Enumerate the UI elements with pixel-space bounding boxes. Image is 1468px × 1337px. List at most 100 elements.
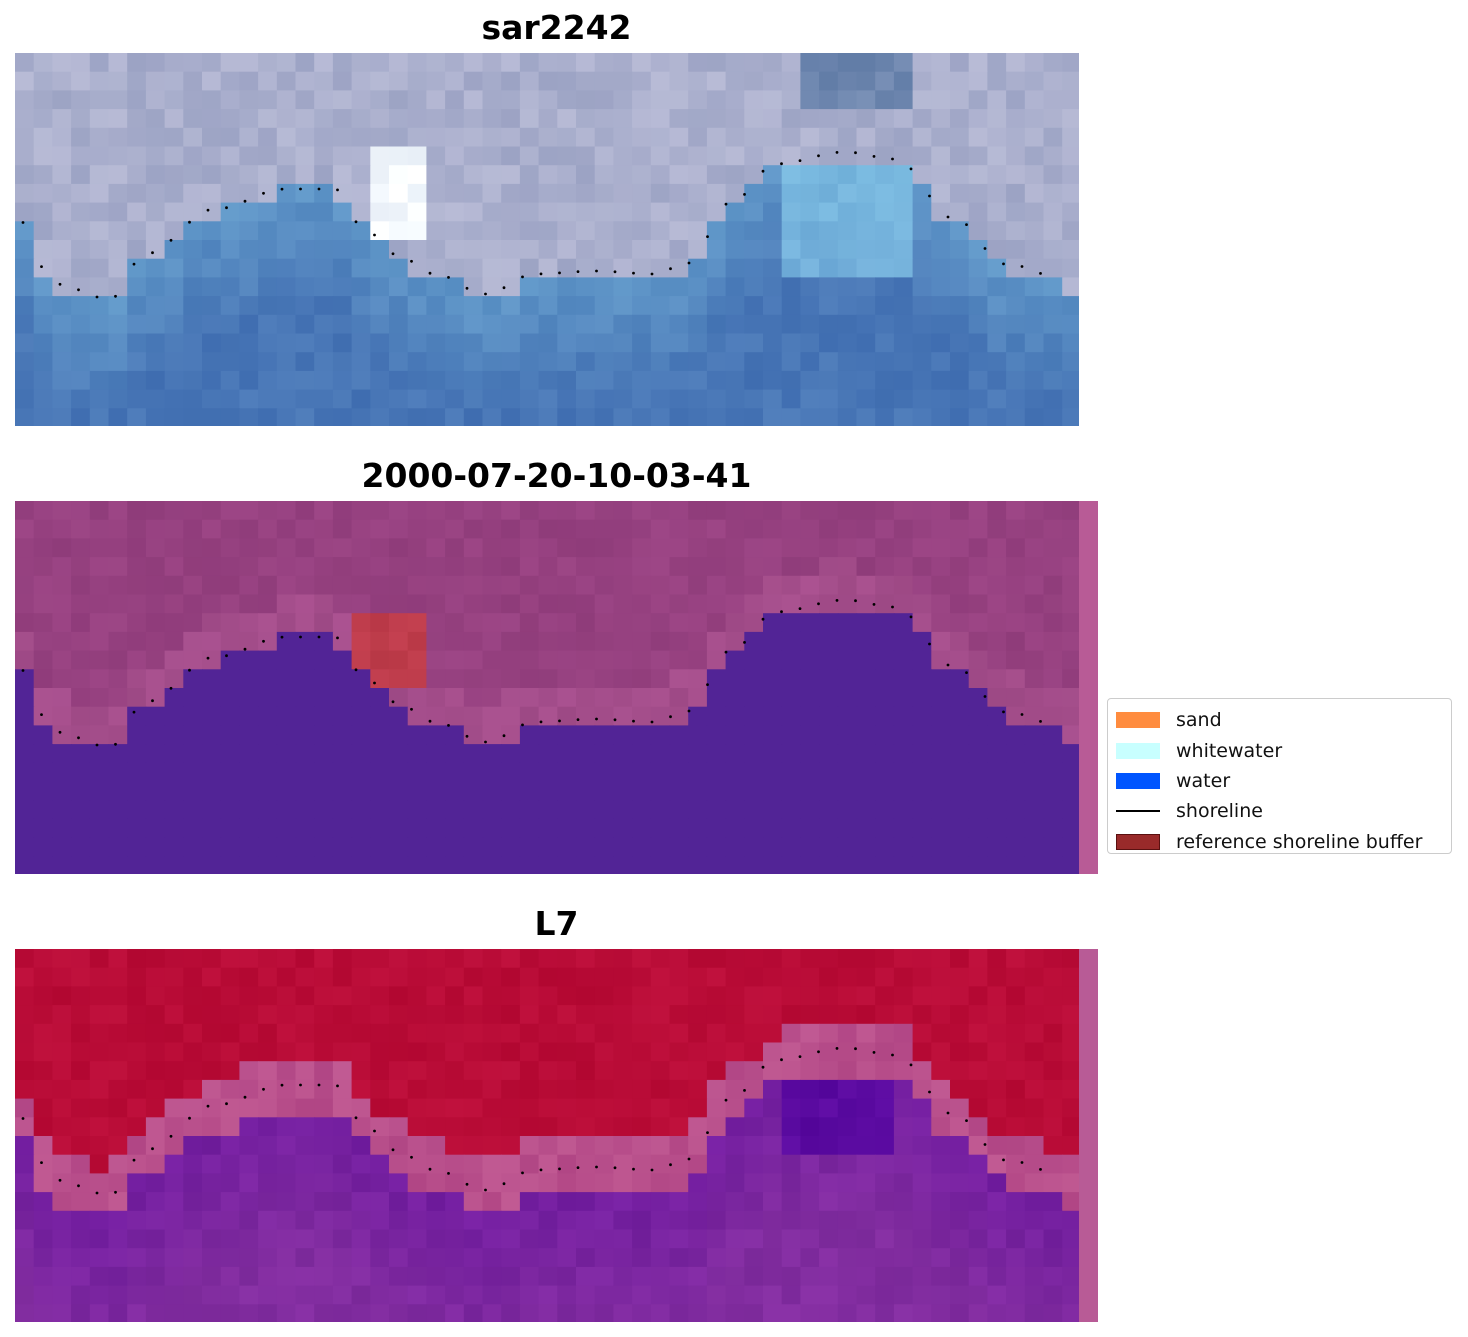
image-pixel <box>389 183 409 204</box>
image-pixel <box>220 221 240 241</box>
image-pixel <box>744 818 764 839</box>
image-pixel <box>912 818 932 839</box>
image-pixel <box>108 408 128 426</box>
image-pixel <box>258 575 278 596</box>
image-pixel <box>71 1285 91 1305</box>
image-pixel <box>52 1042 72 1062</box>
image-pixel <box>594 575 614 596</box>
image-pixel <box>15 1079 35 1100</box>
image-pixel <box>183 370 203 391</box>
image-pixel <box>912 856 932 874</box>
image-pixel <box>781 669 801 689</box>
image-pixel <box>519 408 540 426</box>
image-pixel <box>71 71 91 91</box>
image-pixel <box>258 856 278 874</box>
image-pixel <box>557 818 577 839</box>
image-pixel <box>145 800 166 820</box>
image-pixel <box>89 1248 110 1268</box>
image-pixel <box>351 277 371 297</box>
image-pixel <box>931 800 951 820</box>
image-pixel <box>202 837 222 857</box>
image-pixel <box>725 631 745 652</box>
image-pixel <box>576 800 596 820</box>
image-pixel <box>987 1005 1007 1025</box>
image-pixel <box>351 53 371 73</box>
shoreline-point <box>465 734 469 738</box>
shoreline-point <box>280 635 284 639</box>
image-pixel <box>276 1023 297 1044</box>
image-pixel <box>108 762 128 783</box>
image-pixel <box>669 370 689 391</box>
image-pixel <box>744 1285 764 1305</box>
image-pixel <box>220 109 240 129</box>
image-pixel <box>987 1023 1007 1044</box>
image-pixel <box>594 1098 614 1118</box>
image-pixel <box>950 613 970 633</box>
image-pixel <box>1006 1192 1026 1212</box>
image-pixel <box>557 949 577 969</box>
image-pixel <box>538 127 558 148</box>
image-pixel <box>127 1005 147 1025</box>
image-pixel <box>52 613 72 633</box>
image-pixel <box>145 1154 166 1174</box>
image-pixel <box>258 744 278 764</box>
image-pixel <box>950 389 970 409</box>
image-pixel <box>968 1210 988 1231</box>
image-pixel <box>576 1285 596 1305</box>
image-pixel <box>594 1229 614 1249</box>
image-pixel <box>482 296 502 316</box>
image-pixel <box>650 949 671 969</box>
image-pixel <box>519 277 540 297</box>
image-pixel <box>276 1304 297 1322</box>
image-pixel <box>931 389 951 409</box>
image-pixel <box>819 127 839 148</box>
image-pixel <box>968 762 988 783</box>
image-pixel <box>987 1266 1007 1287</box>
image-pixel <box>52 352 72 372</box>
image-pixel <box>183 1042 203 1062</box>
shoreline-point <box>169 1134 173 1138</box>
image-pixel <box>183 1154 203 1174</box>
image-pixel <box>258 949 278 969</box>
image-pixel <box>52 1098 72 1118</box>
image-pixel <box>1024 1117 1045 1137</box>
image-pixel <box>912 314 932 335</box>
image-pixel <box>127 1210 147 1231</box>
image-pixel <box>538 352 558 372</box>
image-pixel <box>314 240 334 260</box>
image-pixel <box>389 1266 409 1287</box>
image-pixel <box>239 370 259 391</box>
image-pixel <box>576 706 596 726</box>
image-pixel <box>576 557 596 577</box>
image-pixel <box>1006 1005 1026 1025</box>
image-pixel <box>351 538 371 558</box>
image-pixel <box>688 333 708 353</box>
image-pixel <box>912 370 932 391</box>
image-pixel <box>426 183 446 204</box>
image-pixel <box>501 725 521 745</box>
image-pixel <box>632 1117 652 1137</box>
image-pixel <box>183 1266 203 1287</box>
image-pixel <box>258 669 278 689</box>
image-pixel <box>389 352 409 372</box>
image-pixel <box>482 688 502 708</box>
image-pixel <box>501 594 521 614</box>
image-pixel <box>1043 1136 1063 1156</box>
image-pixel <box>987 127 1007 148</box>
image-pixel <box>314 1098 334 1118</box>
image-pixel <box>220 650 240 670</box>
image-pixel <box>220 183 240 204</box>
shoreline-point <box>761 1065 765 1069</box>
image-pixel <box>800 650 820 670</box>
image-pixel <box>1006 986 1026 1006</box>
image-pixel <box>1024 370 1045 391</box>
image-pixel <box>332 1192 353 1212</box>
image-pixel <box>594 53 614 73</box>
image-pixel <box>445 1023 465 1044</box>
image-pixel <box>15 314 35 335</box>
image-pixel <box>950 1154 970 1174</box>
image-pixel <box>426 127 446 148</box>
image-pixel <box>71 1192 91 1212</box>
image-pixel <box>893 202 914 222</box>
image-pixel <box>594 370 614 391</box>
